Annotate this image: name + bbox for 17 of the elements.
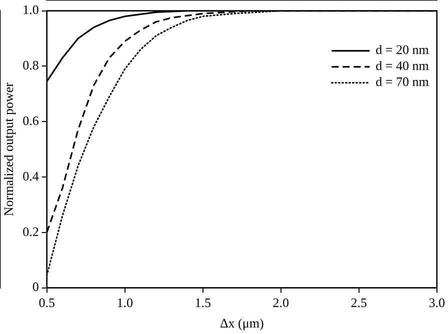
legend-label: d = 70 nm — [376, 74, 429, 90]
x-tick-label: 1.5 — [194, 295, 211, 310]
y-tick-label: 0.4 — [22, 168, 40, 184]
x-tick-label: 0.5 — [38, 295, 55, 310]
x-tick-label: 2.0 — [272, 295, 289, 310]
y-tick-label: 1.0 — [22, 2, 39, 18]
legend-label: d = 20 nm — [376, 42, 429, 58]
legend-label: d = 40 nm — [376, 58, 429, 74]
x-axis-title: Δx (μm) — [220, 316, 264, 331]
y-tick-label: 0.8 — [22, 58, 39, 73]
x-tick-label: 1.0 — [116, 295, 133, 310]
y-tick-label: 0.2 — [22, 224, 39, 239]
x-tick-label: 2.5 — [350, 295, 367, 310]
y-axis-title: Normalized output power — [1, 82, 16, 216]
y-tick-label: 0.6 — [22, 113, 40, 128]
x-tick-label: 3.0 — [428, 295, 445, 310]
y-tick-label: 0 — [32, 279, 39, 294]
